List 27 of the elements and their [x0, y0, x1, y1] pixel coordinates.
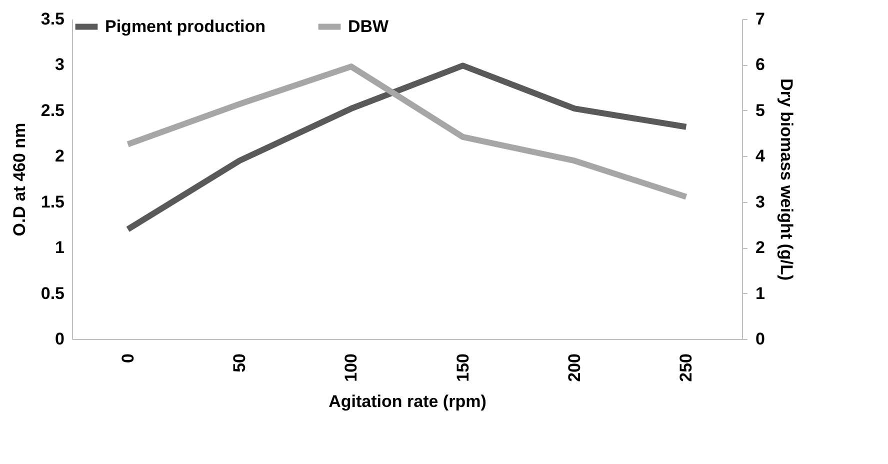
y2-tick-label: 1 — [756, 284, 765, 303]
y-axis-title: O.D at 460 nm — [10, 122, 29, 236]
x-tick-label: 250 — [676, 354, 696, 382]
y2-axis-title: Dry biomass weight (g/L) — [776, 78, 796, 281]
legend-label: Pigment production — [105, 16, 266, 36]
y-tick-label: 3 — [55, 55, 64, 74]
y-tick-label: 0.5 — [40, 284, 64, 303]
y-tick-label: 3.5 — [40, 10, 64, 28]
y2-tick-label: 5 — [756, 100, 765, 120]
y-tick-label: 2.5 — [40, 100, 64, 120]
x-axis-title: Agitation rate (rpm) — [328, 392, 486, 411]
y2-tick-label: 3 — [756, 192, 765, 212]
y2-tick-label: 2 — [756, 238, 765, 258]
x-tick-label: 50 — [230, 354, 249, 372]
y-tick-label: 0 — [55, 330, 64, 348]
y-tick-label: 2 — [55, 146, 64, 166]
y2-tick-label: 7 — [756, 10, 765, 28]
x-tick-label: 200 — [565, 354, 584, 382]
x-tick-label: 0 — [118, 354, 138, 363]
x-tick-label: 150 — [453, 354, 472, 382]
x-tick-label: 100 — [342, 354, 361, 382]
y-tick-label: 1.5 — [40, 192, 64, 212]
y-tick-label: 1 — [55, 238, 64, 258]
legend-label: DBW — [348, 16, 390, 36]
y2-tick-label: 4 — [756, 146, 766, 166]
y2-tick-label: 6 — [756, 55, 765, 74]
y2-tick-label: 0 — [756, 330, 765, 348]
